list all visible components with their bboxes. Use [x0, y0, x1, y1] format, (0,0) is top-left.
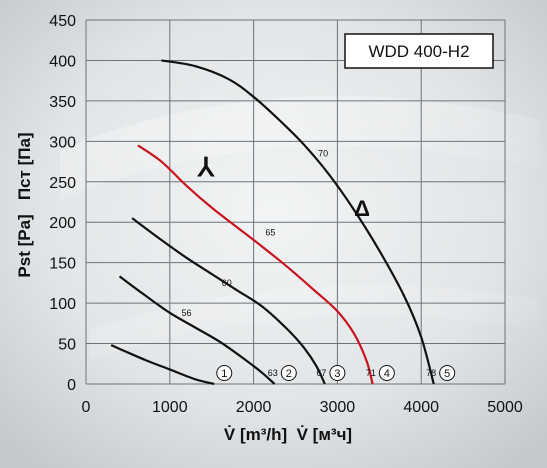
axes: 0 1000 2000 3000 4000 5000 0 50 100 150 200 250 300 3… — [49, 13, 523, 416]
curve-label: 60 — [222, 278, 232, 288]
background-swoosh — [60, 96, 540, 200]
chart-title: WDD 400-H2 — [368, 42, 469, 61]
curve-number: 1 — [221, 368, 227, 380]
y-tick-label: 300 — [49, 134, 76, 151]
curve-number-marker — [216, 365, 233, 381]
series-line-4 — [137, 144, 374, 385]
curve-number: 2 — [286, 368, 292, 380]
y-axis-title: Pst [Pa] Пст [Па] — [15, 132, 34, 277]
x-tick-label: 0 — [82, 399, 91, 416]
x-tick-label: 3000 — [320, 399, 356, 416]
x-axis-title: V̇ [m³/h] V̇ [м³ч] — [224, 425, 352, 444]
y-tick-label: 50 — [58, 337, 76, 354]
x-tick-label: 2000 — [236, 399, 272, 416]
curve-label: 65 — [265, 228, 275, 238]
y-tick-label: 350 — [49, 94, 76, 111]
curve-end-label: 63 — [268, 368, 278, 378]
y-tick-label: 0 — [67, 377, 76, 394]
y-tick-label: 250 — [49, 175, 76, 192]
curve-end-label: 71 — [366, 368, 376, 378]
curve-end-label: 67 — [316, 368, 326, 378]
y-tick-label: 100 — [49, 296, 76, 313]
annotations: 1 56 63 2 60 67 3 65 71 4 70 78 5 — [182, 148, 456, 381]
title-box-frame — [344, 33, 494, 69]
series-line-1 — [110, 344, 215, 386]
delta-connection-symbol: Δ — [354, 196, 370, 221]
curve-end-label: 78 — [426, 368, 436, 378]
curve-number: 5 — [444, 368, 450, 380]
background-swoosh-lower — [90, 285, 540, 360]
curve-label: 56 — [182, 308, 192, 318]
y-tick-label: 200 — [49, 215, 76, 232]
series-line-2 — [118, 275, 276, 385]
x-tick-label: 4000 — [403, 399, 439, 416]
curve-number: 4 — [384, 368, 390, 380]
star-connection-symbol: ⅄ — [197, 152, 215, 182]
title-box: WDD 400-H2 — [344, 33, 494, 69]
y-tick-label: 400 — [49, 53, 76, 70]
series-line-3 — [131, 217, 326, 385]
curve-number-marker — [378, 365, 395, 381]
x-tick-label: 5000 — [487, 399, 523, 416]
series-line-5 — [161, 59, 435, 385]
curve-number-marker — [329, 365, 346, 381]
curve-number-marker — [439, 365, 456, 381]
curve-label: 70 — [318, 148, 328, 158]
curve-number: 3 — [334, 368, 340, 380]
curve-number-marker — [280, 365, 297, 381]
y-tick-label: 150 — [49, 256, 76, 273]
series-layer — [110, 59, 435, 386]
x-tick-label: 1000 — [152, 399, 188, 416]
y-tick-label: 450 — [49, 13, 76, 30]
